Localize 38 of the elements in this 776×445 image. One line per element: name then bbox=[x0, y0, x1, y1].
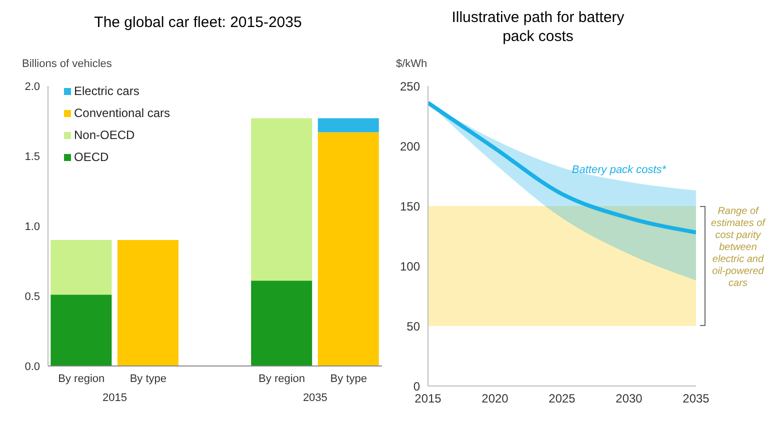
y-tick-label: 200 bbox=[400, 139, 420, 154]
band-label: Range of estimates of cost parity between electric and oil-powered cars bbox=[710, 206, 767, 290]
y-axis-title: $/kWh bbox=[395, 58, 428, 72]
legend-label: Conventional cars bbox=[73, 106, 170, 120]
y-tick-label: 150 bbox=[400, 199, 420, 214]
y-tick-label: 50 bbox=[406, 319, 420, 334]
line-series bbox=[428, 100, 696, 234]
series-label: Battery pack costs* bbox=[572, 164, 667, 176]
bar bbox=[251, 280, 312, 366]
x-tick-label: By region bbox=[258, 372, 306, 385]
x-tick-label: 2015 bbox=[414, 392, 442, 406]
legend-label: Non-OECD bbox=[73, 128, 136, 142]
y-axis-title: Billions of vehicles bbox=[21, 58, 113, 72]
y-tick-label: 0.0 bbox=[24, 360, 40, 373]
bar bbox=[318, 132, 379, 366]
x-tick-label: 2020 bbox=[482, 392, 509, 406]
chart-title: Illustrative path for battery pack costs bbox=[450, 8, 626, 47]
x-tick-label: By region bbox=[58, 372, 105, 385]
y-tick-label: 100 bbox=[400, 259, 420, 274]
x-tick-label: By type bbox=[330, 372, 367, 385]
bar bbox=[50, 294, 112, 366]
bar bbox=[318, 118, 379, 132]
bar bbox=[251, 118, 312, 281]
y-tick-label: 2.0 bbox=[24, 80, 40, 93]
chart-title: The global car fleet: 2015-2035 bbox=[93, 13, 303, 33]
y-tick-label: 0.5 bbox=[24, 290, 40, 303]
bar bbox=[50, 240, 112, 295]
legend-label: Electric cars bbox=[73, 84, 140, 98]
y-tick-label: 1.0 bbox=[24, 220, 40, 233]
x-tick-label: By type bbox=[130, 372, 167, 385]
y-tick-label: 250 bbox=[400, 79, 420, 94]
x-tick-label: 2030 bbox=[616, 392, 643, 406]
y-tick-label: 1.5 bbox=[24, 150, 40, 163]
legend-label: OECD bbox=[73, 150, 110, 164]
x-tick-label: 2025 bbox=[548, 392, 576, 406]
y-tick-label: 0 bbox=[413, 379, 420, 394]
x-tick-label: 2035 bbox=[682, 392, 710, 406]
bar bbox=[117, 240, 178, 366]
